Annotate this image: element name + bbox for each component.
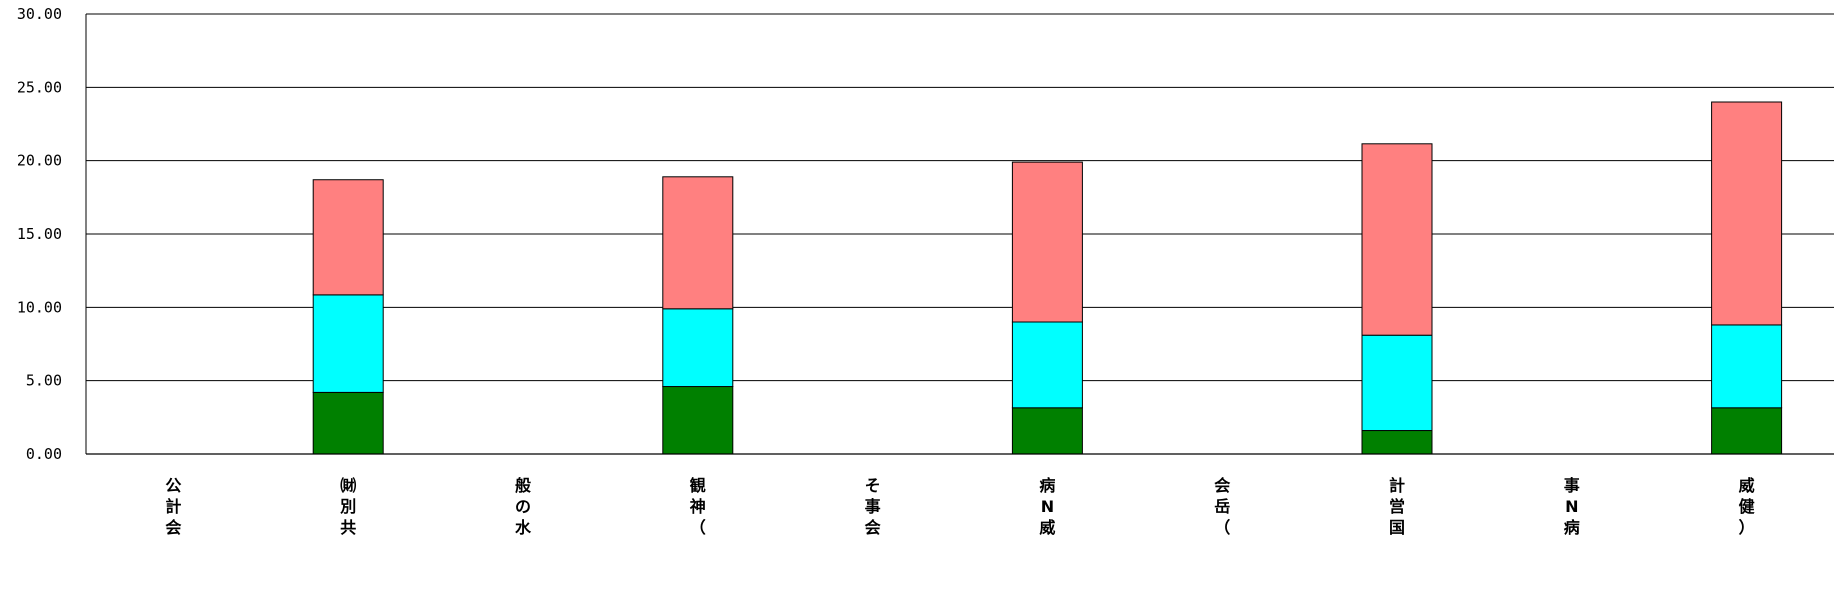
bar-segment	[1011, 407, 1083, 455]
x-axis-category-labels: 公計会 ㈶別共 般の水 観神（ そ事会 病 N 威 会岳（ 計営国 事 N 病 威健）	[165, 476, 1754, 537]
x-category-label: 計営国	[1389, 476, 1405, 537]
x-category-label: ㈶別共	[340, 476, 356, 537]
x-category-label: 観神（	[690, 476, 706, 537]
axes	[85, 14, 1834, 455]
x-category-label: 般の水	[515, 476, 532, 537]
y-tick-label: 0.00	[26, 445, 62, 463]
bar-segment	[1711, 407, 1783, 455]
x-category-label: 威健）	[1739, 476, 1755, 537]
x-category-label: そ事会	[865, 476, 881, 537]
y-tick-label: 5.00	[26, 372, 62, 390]
y-axis-tick-labels: 0.00 5.00 10.00 15.00 20.00 25.00 30.00	[17, 5, 62, 463]
bar-segment	[1361, 143, 1433, 336]
bar-segment	[662, 308, 734, 388]
bar-segment	[312, 179, 384, 296]
bar-segment	[1711, 101, 1783, 326]
y-tick-label: 20.00	[17, 152, 62, 170]
y-tick-label: 15.00	[17, 225, 62, 243]
bar-segment	[662, 176, 734, 310]
bar-segment	[1011, 321, 1083, 409]
bar-segment	[312, 294, 384, 393]
bar-segment	[312, 391, 384, 455]
bar-segment	[1711, 324, 1783, 409]
x-category-label: 会岳（	[1214, 476, 1230, 537]
y-tick-label: 10.00	[17, 298, 62, 316]
bars	[312, 101, 1783, 455]
bar-segment	[662, 386, 734, 455]
bar-segment	[1361, 430, 1433, 455]
x-category-label: 公計会	[165, 476, 181, 537]
bar-segment	[1361, 334, 1433, 432]
y-tick-label: 25.00	[17, 78, 62, 96]
bar-segment	[1011, 161, 1083, 323]
y-tick-label: 30.00	[17, 5, 62, 23]
